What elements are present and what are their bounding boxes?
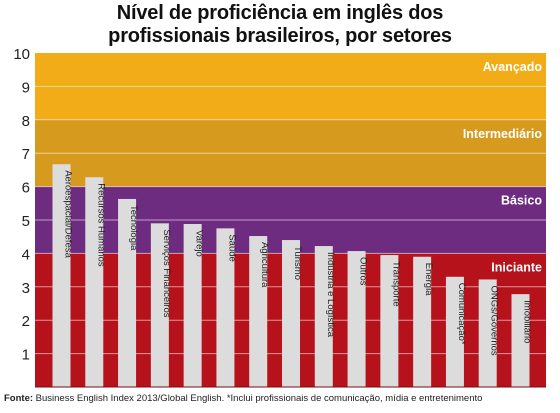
category-label-10: Outros: [358, 257, 369, 286]
bar-7: [249, 236, 268, 387]
band-label-2: Intermediário: [463, 127, 543, 141]
category-label-2: Recursos Humanos: [95, 183, 106, 267]
bar-4: [150, 223, 169, 387]
bar-9: [314, 246, 333, 387]
category-label-4: Serviços Financeiros: [161, 229, 172, 317]
category-label-3: Tecnologia: [128, 205, 139, 251]
source-text: Business English Index 2013/Global Engli…: [33, 393, 483, 404]
category-label-5: Varejo: [194, 230, 205, 257]
bar-14: [478, 279, 497, 387]
source-label: Fonte:: [4, 393, 34, 404]
category-label-8: Turismo: [292, 246, 303, 280]
band-label-1: Básico: [501, 194, 542, 208]
y-tick-label-9: 9: [22, 79, 30, 96]
bar-8: [282, 240, 300, 387]
bar-6: [216, 228, 235, 387]
y-tick-label-5: 5: [22, 213, 30, 230]
bar-10: [347, 251, 366, 387]
y-tick-label-8: 8: [22, 113, 30, 130]
category-label-6: Saúde: [226, 234, 237, 261]
category-label-7: Agricultura: [259, 242, 270, 288]
category-label-11: Transporte: [390, 261, 401, 307]
category-label-1: Aeroespacial/Defesa: [63, 170, 74, 258]
band-label-0: Iniciante: [491, 260, 542, 274]
chart-title-line-1: Nível de proficiência em inglês dos: [116, 2, 444, 24]
bar-5: [183, 224, 202, 387]
y-tick-label-10: 10: [13, 46, 30, 63]
bar-2: [85, 177, 104, 387]
band-label-3: Avançado: [483, 60, 543, 74]
bar-15: [511, 294, 530, 387]
source-note: Fonte: Business English Index 2013/Globa…: [4, 393, 482, 404]
category-label-15: Imobiliário: [522, 300, 533, 343]
bar-1: [52, 164, 71, 387]
category-label-14: ONGs/Governos: [489, 285, 500, 355]
y-tick-label-6: 6: [22, 180, 30, 197]
bar-12: [413, 256, 432, 387]
bar-11: [380, 255, 399, 387]
category-label-9: Indústria e Logística: [325, 252, 336, 338]
category-label-13: Comunicação*: [456, 283, 467, 345]
y-tick-label-2: 2: [22, 313, 30, 330]
category-label-12: Energia: [423, 263, 434, 296]
y-tick-label-4: 4: [22, 246, 30, 263]
chart-title: Nível de proficiência em inglês dos prof…: [0, 2, 560, 48]
y-tick-label-7: 7: [22, 146, 30, 163]
y-tick-label-3: 3: [22, 280, 30, 297]
y-tick-label-1: 1: [22, 347, 30, 364]
chart-title-line-2: profissionais brasileiros, por setores: [108, 25, 452, 47]
bar-13: [445, 276, 464, 387]
bar-3: [118, 198, 137, 387]
